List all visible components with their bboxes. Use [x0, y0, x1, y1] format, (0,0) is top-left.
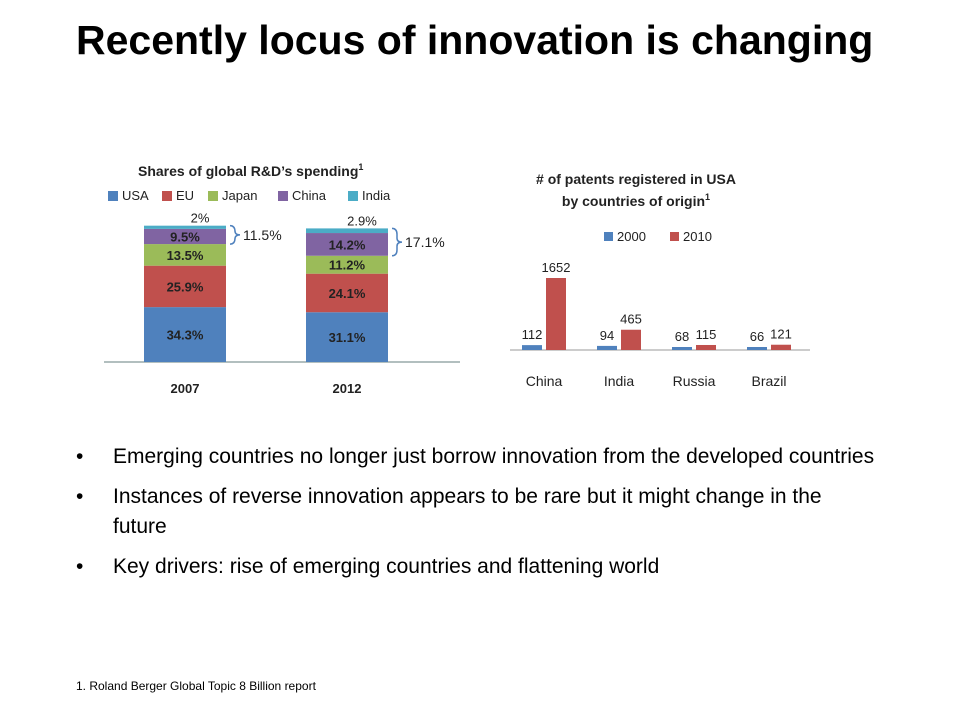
legend-label: China — [292, 188, 327, 203]
category-label: Brazil — [751, 373, 786, 389]
data-label: 11.2% — [329, 258, 366, 273]
bullet-text: Key drivers: rise of emerging countries … — [113, 555, 660, 578]
rd-spending-chart-svg: Shares of global R&D’s spending1 USA EU Jap… — [104, 162, 460, 396]
chart-title: Shares of global R&D’s spending1 — [138, 162, 363, 179]
data-label: 115 — [696, 327, 717, 342]
bullet-item: • Emerging countries no longer just borr… — [76, 442, 876, 472]
bar-segment — [144, 265, 226, 308]
legend-swatch — [604, 232, 613, 241]
bar-segment — [306, 255, 388, 274]
bullet-glyph: • — [76, 445, 84, 468]
bullet-list: • Emerging countries no longer just borr… — [76, 442, 876, 592]
bullet-glyph: • — [76, 555, 84, 578]
category-label: Russia — [673, 373, 716, 389]
chart-title: by countries of origin1 — [562, 192, 710, 209]
category-label: India — [604, 373, 635, 389]
chart-title: # of patents registered in USA — [536, 171, 736, 187]
bar-segment — [144, 307, 226, 362]
data-label: 9.5% — [170, 229, 200, 244]
bar — [771, 344, 791, 350]
bullet-item: • Instances of reverse innovation appear… — [76, 482, 876, 542]
data-label: 2.9% — [347, 213, 377, 228]
bar — [546, 278, 566, 350]
legend-label: Japan — [222, 188, 257, 203]
category-label: 2012 — [333, 381, 362, 396]
patents-chart-svg: # of patents registered in USA by countri… — [510, 171, 810, 389]
footnote: 1. Roland Berger Global Topic 8 Billion … — [76, 679, 316, 693]
bar-segment — [306, 312, 388, 362]
bullet-text: Emerging countries no longer just borrow… — [113, 445, 875, 468]
data-label: 2% — [191, 211, 210, 226]
data-label: 34.3% — [167, 328, 204, 343]
category-label: China — [526, 373, 563, 389]
legend-swatch — [208, 191, 218, 201]
data-label: 94 — [600, 328, 614, 343]
legend-swatch — [670, 232, 679, 241]
bar-segment — [306, 273, 388, 313]
bar-segment — [306, 228, 388, 234]
brace — [229, 224, 241, 245]
data-label: 465 — [620, 312, 642, 327]
bar-segment — [144, 225, 226, 229]
legend-label: EU — [176, 188, 194, 203]
bar-segment — [144, 244, 226, 266]
annotation-label: 11.5% — [243, 227, 282, 243]
data-label: 14.2% — [329, 237, 366, 252]
legend-swatch — [162, 191, 172, 201]
legend-swatch — [348, 191, 358, 201]
legend-label: USA — [122, 188, 149, 203]
data-label: 25.9% — [167, 279, 204, 294]
data-label: 121 — [770, 327, 792, 342]
bar — [696, 344, 716, 350]
category-label: 2007 — [171, 381, 200, 396]
bar — [522, 345, 542, 350]
rd-spending-chart: Shares of global R&D’s spending1 USA EU Jap… — [104, 150, 460, 402]
bullet-item: • Key drivers: rise of emerging countrie… — [76, 552, 876, 582]
data-label: 66 — [750, 329, 764, 344]
bar — [597, 345, 617, 350]
slide-title: Recently locus of innovation is changing — [76, 17, 874, 63]
legend-swatch — [108, 191, 118, 201]
patents-chart: # of patents registered in USA by countri… — [486, 150, 816, 400]
legend-label: 2010 — [683, 229, 712, 244]
annotation-label: 17.1% — [405, 234, 445, 250]
bar — [672, 347, 692, 350]
brace — [391, 227, 403, 257]
data-label: 68 — [675, 329, 689, 344]
bar-segment — [144, 228, 226, 245]
data-label: 112 — [522, 327, 543, 342]
bullet-text: Instances of reverse innovation appears … — [113, 485, 822, 538]
data-label: 13.5% — [167, 248, 204, 263]
bar — [747, 347, 767, 350]
data-label: 1652 — [542, 260, 571, 275]
legend-swatch — [278, 191, 288, 201]
data-label: 31.1% — [329, 330, 366, 345]
bullet-glyph: • — [76, 485, 84, 508]
bar-segment — [306, 233, 388, 256]
legend-label: India — [362, 188, 391, 203]
bar — [621, 329, 641, 350]
legend-label: 2000 — [617, 229, 646, 244]
data-label: 24.1% — [329, 286, 366, 301]
